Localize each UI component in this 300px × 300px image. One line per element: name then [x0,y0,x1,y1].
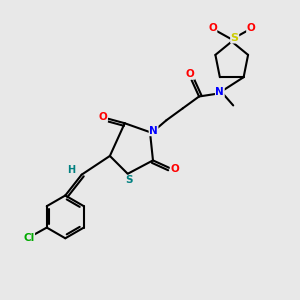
Text: H: H [67,165,75,175]
Text: N: N [149,126,158,136]
Text: N: N [215,87,224,97]
Text: Cl: Cl [23,233,34,243]
Text: O: O [247,23,255,33]
Text: S: S [125,175,133,185]
Text: S: S [231,33,239,43]
Text: O: O [186,69,194,79]
Text: O: O [170,164,179,174]
Text: O: O [208,23,217,33]
Text: O: O [99,112,107,122]
